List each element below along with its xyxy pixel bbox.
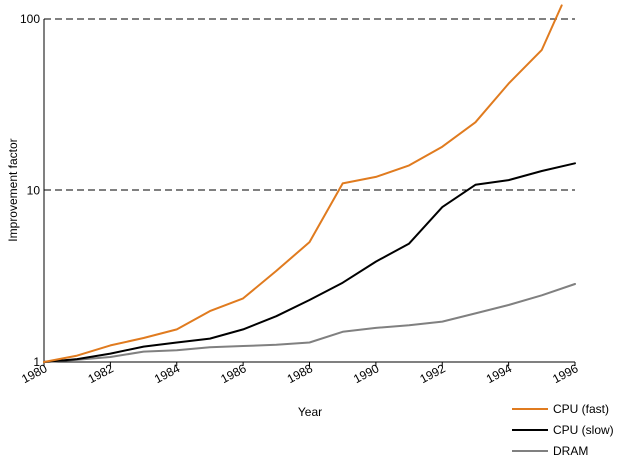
x-tick-label: 1984 xyxy=(152,361,182,386)
y-tick-label: 100 xyxy=(20,12,40,26)
x-tick-label: 1992 xyxy=(418,361,448,386)
grid xyxy=(44,18,575,191)
x-tick-label: 1990 xyxy=(351,361,381,386)
x-tick-label: 1986 xyxy=(218,361,248,386)
y-tick-label: 10 xyxy=(27,184,41,198)
x-tick-label: 1982 xyxy=(86,361,116,386)
x-tick-label: 1994 xyxy=(484,361,514,386)
y-tick-label: 1 xyxy=(33,355,40,369)
legend-label: CPU (fast) xyxy=(553,402,609,416)
series-line-cpu-slow xyxy=(43,162,576,363)
legend-label: CPU (slow) xyxy=(553,423,614,437)
series-line-cpu-fast xyxy=(43,4,563,363)
y-axis-title: Improvement factor xyxy=(6,138,20,241)
x-axis-title: Year xyxy=(298,405,322,419)
legend: CPU (fast) CPU (slow) DRAM xyxy=(512,402,614,458)
x-tick-label: 1996 xyxy=(550,361,580,386)
x-ticks: 1980 1982 1984 1986 1988 1990 1992 1994 1996 xyxy=(19,361,580,386)
x-tick-label: 1988 xyxy=(285,361,315,386)
series-line-dram xyxy=(43,283,576,363)
series-layer xyxy=(43,4,576,363)
legend-label: DRAM xyxy=(553,444,588,458)
y-ticks: 1 10 100 xyxy=(20,12,40,369)
